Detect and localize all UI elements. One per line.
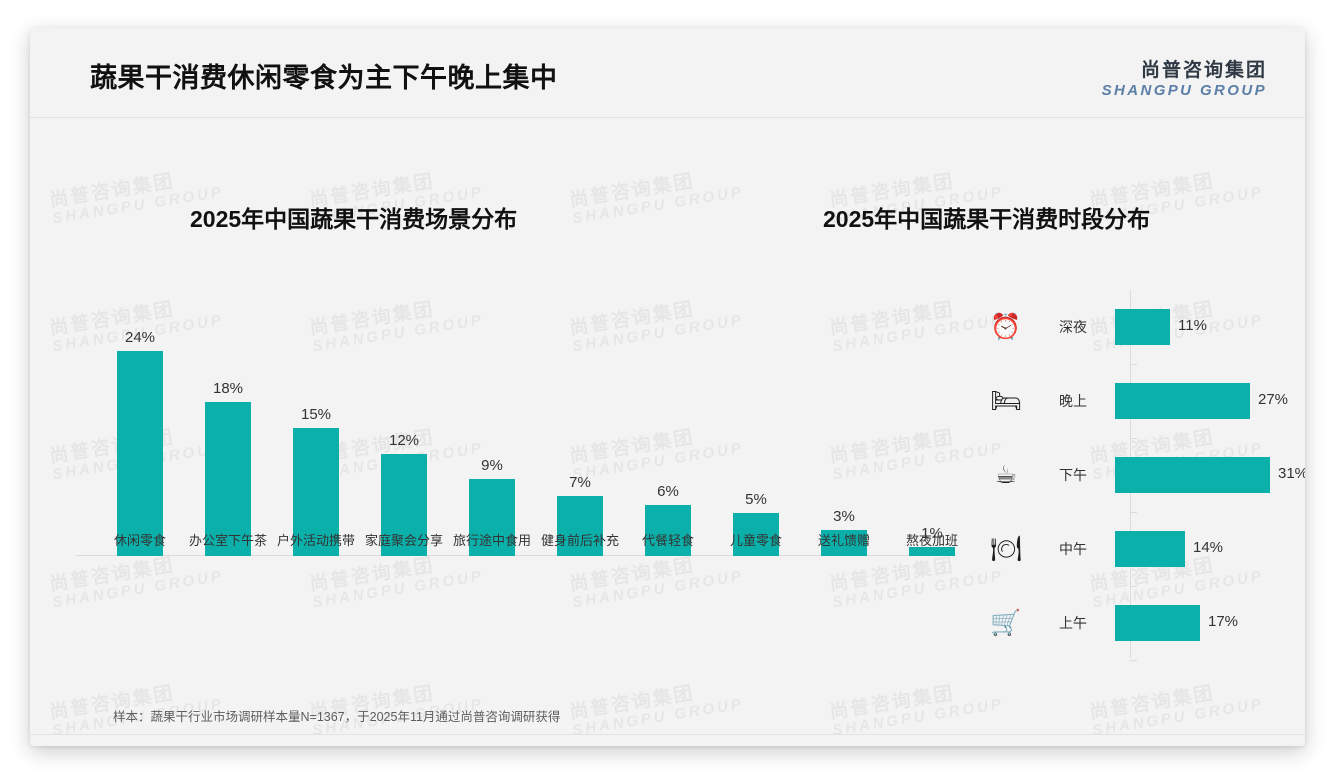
column-category-label: 儿童零食 bbox=[729, 533, 782, 548]
column-category-label: 户外活动携带 bbox=[276, 533, 355, 548]
bar-track: 17% bbox=[1114, 598, 1305, 648]
bar-row[interactable]: 🍽 中午 14% bbox=[980, 524, 1305, 574]
column-bar[interactable] bbox=[909, 547, 955, 556]
logo-chinese-text: 尚普咨询集团 bbox=[1140, 60, 1267, 81]
bar-row[interactable]: ☕ 下午 31% bbox=[980, 450, 1305, 500]
bar-axis-tick bbox=[1130, 586, 1137, 587]
bar-value-label: 11% bbox=[1178, 317, 1207, 334]
column-bar-group[interactable]: 6% bbox=[624, 328, 712, 556]
shopping-cart-icon: 🛒 bbox=[990, 608, 1022, 637]
bar-fill[interactable] bbox=[1115, 605, 1200, 641]
header-divider bbox=[30, 117, 1305, 118]
page-title: 蔬果干消费休闲零食为主下午晚上集中 bbox=[90, 63, 558, 93]
column-bar-group[interactable]: 15% bbox=[272, 328, 360, 556]
column-bar-group[interactable]: 1% bbox=[888, 328, 976, 556]
column-value-label: 12% bbox=[388, 432, 420, 449]
bar-axis-tick bbox=[1130, 364, 1137, 365]
bar-fill[interactable] bbox=[1115, 531, 1185, 567]
bar-category-label: 晚上 bbox=[1059, 393, 1087, 409]
bar-category-label: 下午 bbox=[1059, 467, 1087, 483]
bar-fill[interactable] bbox=[1115, 383, 1250, 419]
bar-row[interactable]: 🛏 晚上 27% bbox=[980, 376, 1305, 426]
column-bar-group[interactable]: 5% bbox=[712, 328, 800, 556]
bed-icon: 🛏 bbox=[990, 386, 1022, 415]
column-bar[interactable] bbox=[117, 351, 163, 556]
column-category-label: 健身前后补充 bbox=[540, 533, 619, 548]
column-value-label: 6% bbox=[657, 483, 679, 500]
column-bar[interactable] bbox=[821, 530, 867, 556]
column-bar-group[interactable]: 12% bbox=[360, 328, 448, 556]
column-category-label: 送礼馈赠 bbox=[817, 533, 870, 548]
column-bar[interactable] bbox=[557, 496, 603, 556]
timeslot-bar-chart: ⏰ 深夜 11% 🛏 晚上 27% ☕ 下午 31% 🍽 中午 14% 🛒 上午 17% bbox=[980, 290, 1305, 661]
bar-track: 31% bbox=[1114, 450, 1305, 500]
bar-track: 11% bbox=[1114, 302, 1305, 352]
alarm-clock-icon: ⏰ bbox=[990, 312, 1022, 341]
coffee-mug-icon: ☕ bbox=[994, 460, 1018, 489]
footer-divider bbox=[30, 734, 1305, 735]
bar-fill[interactable] bbox=[1115, 309, 1170, 345]
column-value-label: 9% bbox=[481, 457, 503, 474]
column-bar[interactable] bbox=[733, 513, 779, 556]
column-bar-group[interactable]: 18% bbox=[184, 328, 272, 556]
slide-footer: ©2026.1 SHANGPU GROUP www.shangpu-china.… bbox=[30, 735, 1305, 746]
column-bar-group[interactable]: 9% bbox=[448, 328, 536, 556]
column-value-label: 3% bbox=[833, 508, 855, 525]
bar-category-label: 上午 bbox=[1059, 615, 1087, 631]
bar-category-label: 中午 bbox=[1059, 541, 1087, 557]
column-bar-group[interactable]: 3% bbox=[800, 328, 888, 556]
column-value-label: 1% bbox=[921, 525, 943, 542]
slide-header: 蔬果干消费休闲零食为主下午晚上集中 尚普咨询集团 SHANGPU GROUP bbox=[30, 28, 1305, 117]
column-value-label: 24% bbox=[124, 329, 156, 346]
column-bar[interactable] bbox=[469, 479, 515, 556]
bar-value-label: 14% bbox=[1193, 539, 1224, 556]
column-value-label: 5% bbox=[745, 491, 767, 508]
column-value-label: 15% bbox=[300, 406, 332, 423]
brand-logo: 尚普咨询集团 SHANGPU GROUP bbox=[1102, 60, 1267, 100]
bar-track: 27% bbox=[1114, 376, 1305, 426]
column-category-label: 熬夜加班 bbox=[905, 533, 958, 548]
bar-axis-tick bbox=[1130, 512, 1137, 513]
column-bar-group[interactable]: 24% bbox=[96, 328, 184, 556]
column-bar[interactable] bbox=[645, 505, 691, 556]
bar-axis-tick bbox=[1130, 660, 1137, 661]
column-category-label: 旅行途中食用 bbox=[452, 533, 531, 548]
bar-value-label: 27% bbox=[1258, 391, 1289, 408]
column-bar-group[interactable]: 7% bbox=[536, 328, 624, 556]
right-chart-title: 2025年中国蔬果干消费时段分布 bbox=[823, 206, 1151, 232]
column-category-label: 代餐轻食 bbox=[641, 533, 694, 548]
slide-canvas: 尚普咨询集团 SHANGPU GROUP 尚普咨询集团 SHANGPU GROUP 尚普… bbox=[30, 28, 1305, 746]
column-bar[interactable] bbox=[293, 428, 339, 556]
bar-row[interactable]: 🛒 上午 17% bbox=[980, 598, 1305, 648]
column-value-label: 7% bbox=[569, 474, 591, 491]
bar-value-label: 31% bbox=[1278, 465, 1305, 482]
scenario-column-chart: 24% 休闲零食 18% 办公室下午茶 15% 户外活动携带 12% 家庭聚会分享 9% 旅行途中… bbox=[76, 296, 958, 588]
left-chart-title: 2025年中国蔬果干消费场景分布 bbox=[190, 206, 518, 232]
column-bar[interactable] bbox=[205, 402, 251, 556]
column-category-label: 休闲零食 bbox=[113, 533, 166, 548]
column-value-label: 18% bbox=[212, 380, 244, 397]
column-category-label: 办公室下午茶 bbox=[188, 533, 267, 548]
sample-footnote: 样本：蔬果干行业市场调研样本量N=1367，于2025年11月通过尚普咨询调研获… bbox=[113, 710, 561, 724]
bar-fill[interactable] bbox=[1115, 457, 1270, 493]
column-category-label: 家庭聚会分享 bbox=[364, 533, 443, 548]
bar-axis-tick bbox=[1130, 438, 1137, 439]
bar-row[interactable]: ⏰ 深夜 11% bbox=[980, 302, 1305, 352]
logo-english-text: SHANGPU GROUP bbox=[1101, 81, 1267, 99]
dinner-plate-icon: 🍽 bbox=[990, 534, 1022, 563]
bar-category-label: 深夜 bbox=[1059, 319, 1087, 335]
column-bar[interactable] bbox=[381, 454, 427, 556]
column-chart-baseline bbox=[76, 555, 956, 556]
bar-value-label: 17% bbox=[1208, 613, 1239, 630]
bar-track: 14% bbox=[1114, 524, 1305, 574]
